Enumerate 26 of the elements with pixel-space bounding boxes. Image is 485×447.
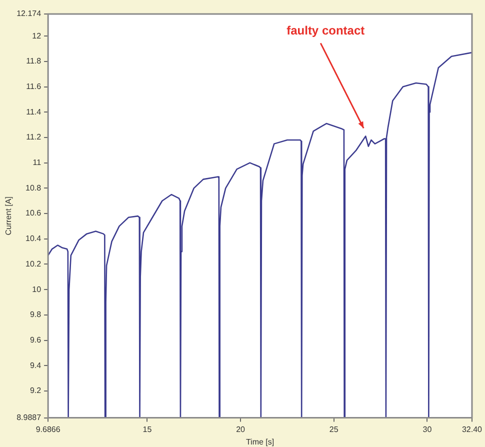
x-tick-label: 20: [236, 424, 246, 434]
y-tick-label: 9.8: [30, 310, 42, 320]
y-tick-label: 12.174: [16, 9, 42, 18]
y-tick-label: 9.2: [30, 386, 42, 396]
y-tick-label: 10.2: [25, 259, 42, 268]
y-tick-label: 10: [32, 284, 42, 294]
y-tick-label: 11.8: [26, 56, 42, 66]
y-tick-label: 9.4: [30, 360, 42, 370]
y-tick-label: 11: [32, 158, 42, 168]
x-tick-label: 30: [422, 424, 432, 434]
y-axis-title: Current [A]: [4, 196, 14, 236]
x-tick-label: 32.40: [462, 424, 483, 434]
y-tick-label: 10.8: [25, 183, 42, 192]
y-tick-label: 11.6: [26, 82, 42, 91]
y-tick-label: 10.4: [25, 234, 42, 244]
y-tick-label: 8.9887: [16, 413, 42, 422]
y-tick-label: 9.6: [30, 336, 42, 345]
y-tick-label: 10.6: [25, 208, 42, 218]
x-tick-label: 25: [329, 424, 339, 434]
y-tick-label: 11.4: [26, 107, 42, 116]
y-tick-label: 12: [32, 31, 42, 40]
x-tick-label: 9.6866: [36, 424, 61, 434]
x-tick-label: 15: [142, 424, 152, 434]
annotation: faulty contact: [286, 24, 365, 38]
x-axis-title: Time [s]: [246, 437, 274, 446]
y-tick-label: 11.2: [26, 132, 42, 142]
